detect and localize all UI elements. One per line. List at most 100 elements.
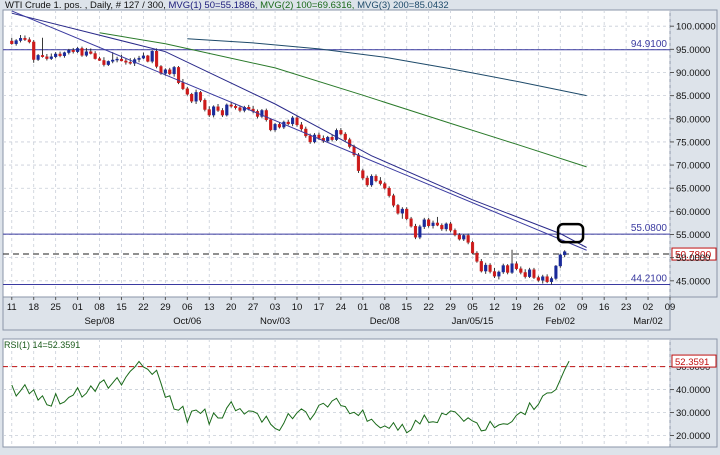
candle-down — [435, 222, 439, 226]
trendline — [11, 10, 587, 251]
level-label: 55.0800 — [631, 223, 668, 234]
date-tick-label: 11 — [7, 302, 17, 313]
candle-down — [317, 134, 321, 139]
candle-down — [523, 272, 527, 277]
rsi-gridlines — [3, 339, 671, 447]
instrument-label: WTI Crude 1. pos. , Daily, # 127 / 300, — [5, 0, 166, 11]
candle-down — [396, 205, 400, 214]
candle-down — [453, 230, 457, 236]
price-tick-label: 85.0000 — [676, 91, 710, 102]
date-tick-label: 27 — [248, 302, 259, 313]
candle-up — [497, 271, 501, 277]
price-tick-label: 50.0000 — [676, 253, 710, 264]
candle-down — [190, 94, 194, 102]
candle-down — [286, 121, 290, 125]
candle-down — [128, 62, 132, 64]
price-tick-label: 55.0000 — [676, 230, 710, 241]
candle-down — [40, 55, 45, 57]
month-label: Sep/08 — [84, 316, 114, 327]
candle-down — [10, 40, 14, 44]
date-tick-label: 15 — [401, 302, 412, 313]
date-tick-label: 08 — [94, 302, 105, 313]
date-tick-label: 19 — [511, 302, 522, 313]
candle-up — [484, 264, 488, 272]
date-axis: 11 18 25 01 08 15 22 29 06 13 20 27 03 10 17 24 01 08 15 22… — [7, 297, 675, 327]
mvg1-label: MVG(1) 50=55.1886, — [169, 0, 258, 11]
price-tick-label: 60.0000 — [676, 207, 710, 218]
candle-down — [374, 175, 378, 182]
price-tick-label: 75.0000 — [676, 137, 710, 148]
date-tick-label: 10 — [292, 302, 303, 313]
candle-down — [238, 107, 242, 111]
rsi-series — [3, 360, 670, 434]
date-tick-label: 15 — [116, 302, 127, 313]
candle-up — [334, 130, 339, 140]
candle-down — [155, 50, 159, 67]
candle-down — [97, 58, 102, 61]
candle-down — [23, 38, 27, 40]
date-tick-label: 02 — [643, 302, 654, 313]
date-tick-label: 18 — [28, 302, 39, 313]
candle-up — [418, 226, 422, 238]
candle-down — [89, 51, 93, 54]
candle-down — [330, 137, 334, 140]
candle-up — [84, 51, 88, 56]
date-tick-label: 16 — [599, 302, 610, 313]
candle-up — [326, 137, 330, 142]
candle-down — [93, 53, 97, 59]
level-label: 94.9100 — [631, 39, 668, 50]
candle-down — [264, 110, 268, 120]
month-label: Nov/03 — [260, 316, 290, 327]
rsi-tick-label: 30.0000 — [676, 408, 710, 419]
candle-up — [194, 92, 198, 102]
candle-up — [212, 106, 216, 116]
candle-down — [80, 48, 84, 56]
candle-down — [32, 41, 36, 60]
level-label: 50.7800 — [675, 250, 712, 261]
candle-up — [36, 55, 40, 60]
candle-up — [106, 61, 110, 65]
candle-up — [558, 254, 562, 267]
candle-down — [181, 82, 185, 89]
candle-up — [141, 55, 145, 59]
candle-up — [370, 175, 374, 186]
candle-down — [365, 177, 369, 186]
price-tick-label: 95.0000 — [676, 45, 710, 56]
candle-down — [532, 269, 536, 278]
date-tick-label: 06 — [182, 302, 193, 313]
month-label: Mar/02 — [633, 316, 663, 327]
rsi-tick-label: 20.0000 — [676, 431, 710, 442]
candle-down — [440, 225, 444, 230]
candle-down — [405, 208, 409, 219]
candle-down — [506, 265, 510, 273]
candle-down — [409, 218, 413, 227]
candle-down — [295, 117, 299, 126]
candle-down — [234, 106, 238, 108]
candle-up — [14, 40, 18, 44]
candle-up — [62, 52, 66, 57]
candle-up — [115, 58, 119, 61]
candle-down — [168, 69, 172, 75]
candle-down — [387, 188, 391, 196]
candle-up — [312, 134, 317, 143]
candle-up — [549, 278, 554, 282]
price-tick-label: 70.0000 — [676, 161, 710, 172]
rsi-axis: 50.0000 40.0000 30.0000 20.0000 52.3591 — [670, 354, 717, 442]
candle-up — [67, 50, 71, 53]
candle-up — [150, 50, 154, 62]
date-tick-label: 01 — [72, 302, 83, 313]
price-axis: 100.0000 95.0000 90.0000 85.0000 80.0000 75.0… — [670, 22, 716, 287]
candle-down — [457, 234, 461, 240]
chart-title: WTI Crude 1. pos. , Daily, # 127 / 300, … — [5, 0, 449, 11]
candle-down — [488, 264, 492, 272]
candle-down — [514, 263, 518, 269]
rsi-panel — [2, 338, 671, 448]
candle-down — [277, 124, 282, 128]
mvg3-line — [187, 38, 587, 97]
candle-down — [519, 268, 523, 273]
candle-down — [27, 39, 31, 43]
candle-up — [54, 53, 58, 57]
candle-up — [76, 48, 80, 52]
